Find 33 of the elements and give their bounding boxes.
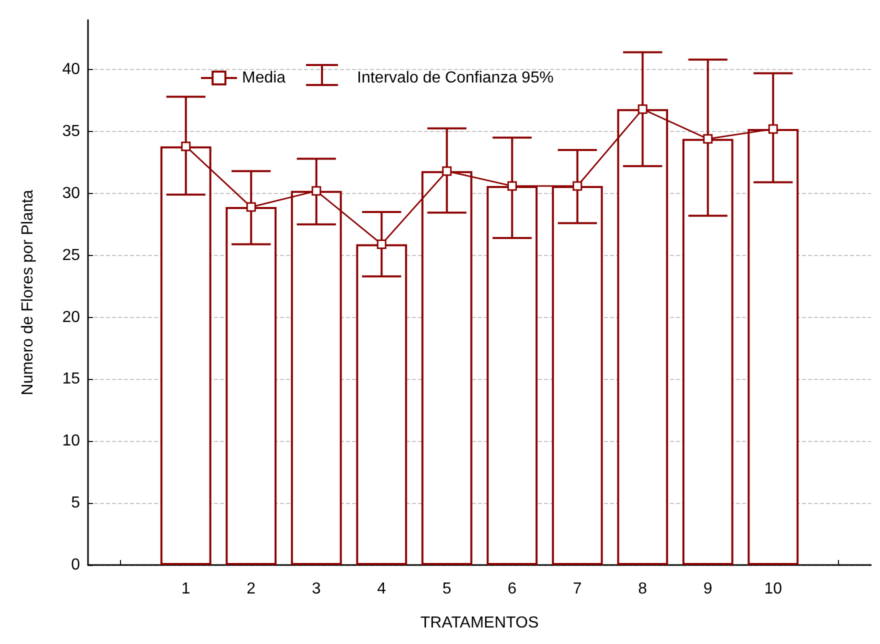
x-tick-label: 9: [703, 580, 712, 598]
y-tick-label: 5: [71, 494, 80, 512]
point: [181, 142, 191, 152]
y-tick-label: 20: [62, 308, 80, 326]
y-tick-label: 0: [71, 556, 80, 574]
y-tick-label: 40: [62, 61, 80, 78]
x-tick-label: 4: [377, 580, 386, 598]
point: [507, 181, 517, 191]
point: [376, 239, 386, 249]
legend-label: Media: [242, 70, 286, 86]
x-tick-label: 1: [181, 580, 190, 598]
x-tick-label: 7: [572, 580, 582, 598]
x-axis-title: TRATAMENTOS: [420, 614, 539, 632]
x-tick-label: 10: [764, 580, 782, 598]
y-tick-label: 15: [62, 370, 80, 388]
y-tick-label: 10: [62, 432, 80, 450]
y-axis-title: Numero de Flores por Planta: [20, 190, 36, 396]
y-tick-label: 35: [62, 122, 80, 140]
x-tick-label: 3: [312, 580, 321, 598]
point: [638, 104, 648, 114]
x-tick-label: 8: [638, 580, 648, 598]
y-tick-label: 30: [62, 184, 80, 202]
point: [312, 186, 322, 196]
point: [442, 166, 452, 176]
point: [768, 124, 778, 134]
x-tick-label: 2: [246, 580, 256, 598]
annotation: Intervalo de Confianza 95%: [357, 70, 554, 86]
point: [703, 134, 713, 144]
x-tick-label: 6: [508, 580, 517, 598]
point: [572, 181, 582, 191]
y-tick-label: 25: [62, 246, 80, 264]
x-tick-label: 5: [442, 580, 452, 598]
point: [246, 202, 256, 212]
